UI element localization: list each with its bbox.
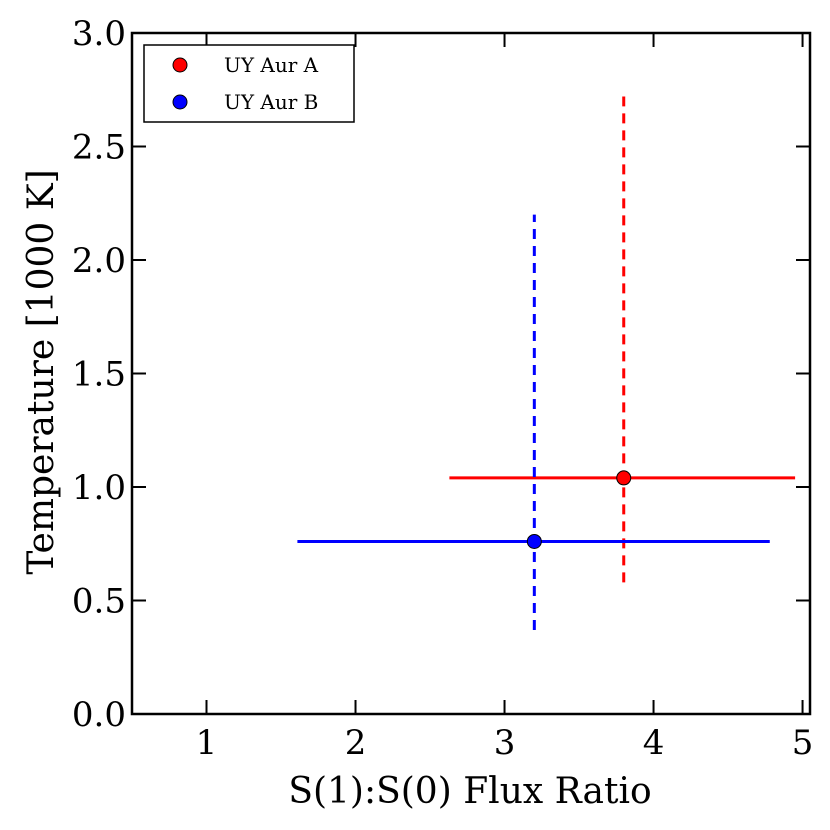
y-tick-label: 3.0 <box>72 14 126 54</box>
legend-entry-b-marker <box>172 94 188 110</box>
y-tick-label: 0.5 <box>72 582 126 622</box>
x-axis-title: S(1):S(0) Flux Ratio <box>288 771 651 812</box>
x-tick-label: 4 <box>643 723 665 763</box>
y-tick-label: 2.0 <box>72 241 126 281</box>
series-b-point <box>526 533 542 549</box>
x-tick-label: 3 <box>494 723 516 763</box>
legend-entry-a-label: UY Aur A <box>224 53 319 77</box>
x-tick-label: 5 <box>792 723 814 763</box>
plot-content <box>297 96 796 631</box>
series-a-point <box>616 470 632 486</box>
y-tick-label: 1.0 <box>72 468 126 508</box>
y-axis-title: Temperature [1000 K] <box>21 169 62 574</box>
y-tick-label: 0.0 <box>72 695 126 735</box>
legend-entry-b-label: UY Aur B <box>224 90 318 114</box>
x-tick-label: 2 <box>345 723 367 763</box>
y-tick-label: 1.5 <box>72 355 126 395</box>
x-tick-label: 1 <box>196 723 218 763</box>
axes: 1 2 3 4 5 0.0 0.5 1.0 1.5 2.0 2.5 3.0 <box>72 14 813 763</box>
legend: UY Aur A UY Aur B <box>143 44 355 123</box>
y-tick-label: 2.5 <box>72 128 126 168</box>
legend-entry-a-marker <box>172 57 188 73</box>
